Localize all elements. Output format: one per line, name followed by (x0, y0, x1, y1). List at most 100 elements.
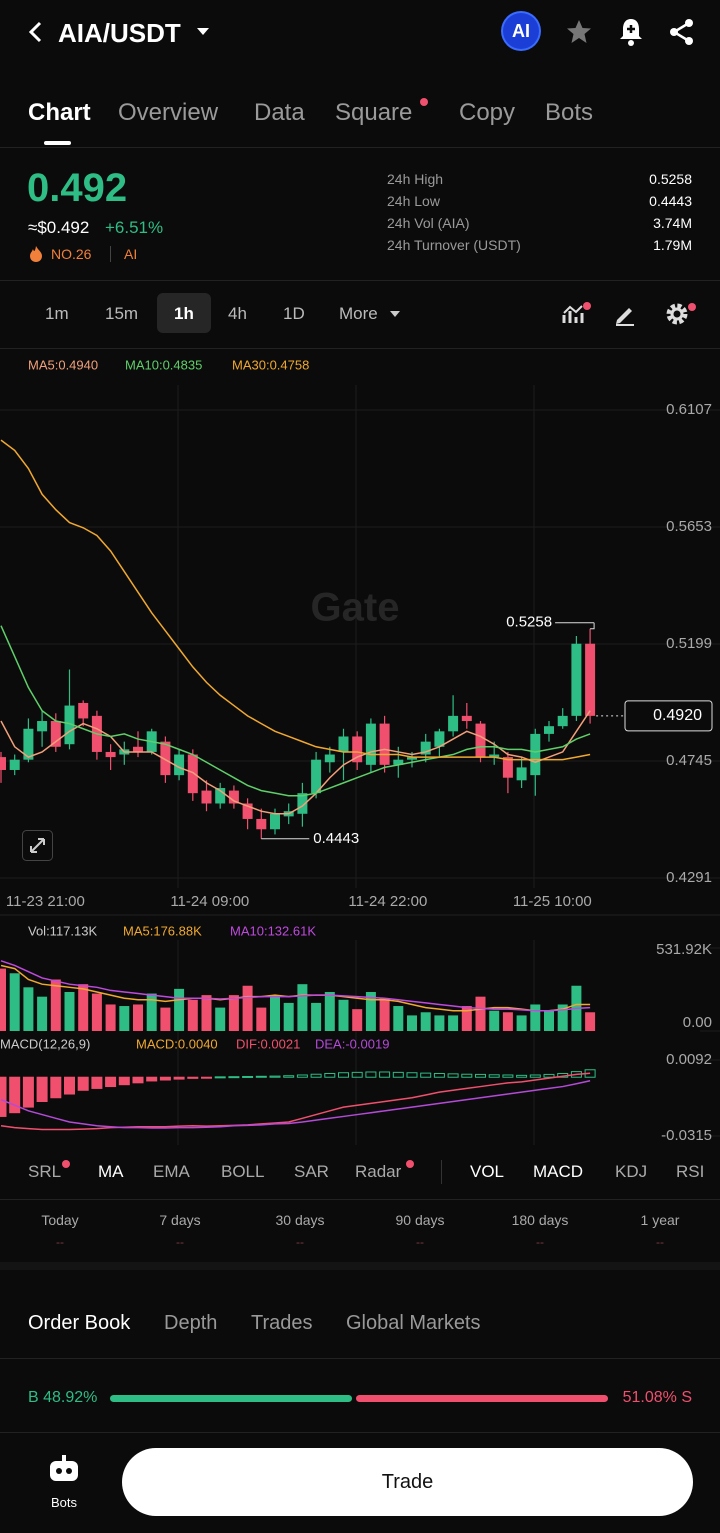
volume-bar (174, 988, 185, 1031)
volume-bar (324, 991, 335, 1031)
volume-title: Vol:117.13K (28, 923, 97, 938)
low-label: 0.4443 (313, 830, 359, 847)
indicator[interactable]: SRL (28, 1162, 62, 1181)
interval[interactable]: More (339, 304, 378, 323)
candle-body (64, 705, 75, 745)
candle-body (324, 754, 335, 763)
tab[interactable]: Copy (459, 99, 516, 126)
range-value: -- (56, 1235, 64, 1249)
volume-bar (461, 1006, 472, 1031)
ai-button[interactable]: AI (503, 13, 539, 49)
interval[interactable]: 1D (283, 304, 305, 323)
candle-body (420, 741, 431, 755)
pair-caret[interactable] (196, 26, 210, 38)
book-tab[interactable]: Order Book (28, 1312, 131, 1334)
x-tick-label: 11-23 21:00 (6, 893, 85, 910)
volume-bar (105, 1004, 116, 1031)
sell-ratio: 51.08% S (622, 1389, 692, 1406)
alert-icon[interactable] (617, 17, 645, 47)
macd-bar (351, 1071, 363, 1078)
candle-body (174, 754, 185, 776)
indicator[interactable]: RSI (676, 1162, 705, 1181)
macd-legend: DEA:-0.0019 (315, 1036, 389, 1051)
candle-body (489, 754, 500, 758)
interval[interactable]: 4h (228, 304, 247, 323)
tab[interactable]: Data (254, 99, 305, 126)
settings-icon[interactable] (665, 300, 699, 328)
interval[interactable]: 15m (105, 304, 139, 323)
macd-bar (214, 1076, 226, 1079)
macd-bar (543, 1073, 555, 1078)
high-label: 0.5258 (506, 614, 552, 631)
macd-bar (255, 1075, 267, 1078)
macd-line (0, 1072, 591, 1131)
macd-bar (36, 1076, 48, 1102)
expand-icon[interactable] (22, 830, 53, 861)
indicator[interactable]: KDJ (615, 1162, 648, 1181)
bots-icon[interactable] (48, 1454, 80, 1484)
candle-body (37, 721, 48, 732)
stat-value: 3.74M (653, 215, 692, 231)
tab[interactable]: Bots (545, 99, 594, 126)
book-tab[interactable]: Global Markets (346, 1312, 481, 1334)
share-icon[interactable] (668, 18, 696, 46)
tab[interactable]: Overview (118, 99, 219, 126)
macd-bar (118, 1076, 130, 1086)
ma-legend: MA30:0.4758 (232, 357, 309, 372)
x-tick-label: 11-24 22:00 (348, 893, 427, 910)
change: +6.51% (105, 218, 164, 237)
candle-body (50, 721, 61, 747)
more-caret[interactable] (389, 309, 401, 319)
range-value: -- (296, 1235, 304, 1249)
star-icon[interactable] (565, 18, 593, 46)
volume-bar (146, 993, 157, 1031)
indicator[interactable]: MA (98, 1162, 124, 1181)
macd-bar (132, 1076, 144, 1084)
sell-bar (355, 1395, 608, 1402)
tab[interactable]: Chart (28, 99, 91, 126)
pair[interactable]: AIA/USDT (58, 18, 181, 48)
draw-icon[interactable] (613, 302, 637, 326)
interval[interactable]: 1m (45, 304, 69, 323)
interval[interactable]: 1h (174, 304, 194, 323)
indicator[interactable]: Radar (355, 1162, 402, 1181)
y-tick-label: 0.0092 (666, 1051, 712, 1068)
candle-body (585, 643, 596, 716)
candle-body (160, 741, 171, 776)
book-tab[interactable]: Trades (251, 1312, 313, 1334)
candle-body (187, 754, 198, 794)
candle-body (448, 715, 459, 732)
indicator[interactable]: BOLL (221, 1162, 265, 1181)
indicator[interactable]: VOL (470, 1162, 505, 1181)
candle-body (0, 757, 6, 770)
indicator[interactable]: SAR (294, 1162, 329, 1181)
stat-value: 0.5258 (649, 171, 692, 187)
back-icon[interactable] (26, 20, 46, 44)
tab[interactable]: Square (335, 99, 413, 126)
macd-bar (379, 1071, 391, 1078)
volume-bar (37, 996, 48, 1031)
candle-body (297, 793, 308, 814)
volume-bar (242, 985, 253, 1031)
macd-bar (475, 1073, 486, 1078)
trade-button[interactable]: Trade (122, 1448, 693, 1516)
candle-body (530, 733, 541, 776)
volume-bar (215, 1007, 226, 1031)
current-box (624, 700, 713, 732)
candle-body (9, 759, 20, 770)
macd-bar (146, 1076, 158, 1082)
indicator-icon[interactable] (561, 301, 591, 327)
volume-ma-line (0, 964, 591, 1012)
macd-legend: DIF:0.0021 (236, 1036, 300, 1051)
volume-bar (78, 984, 89, 1031)
watermark: Gate (311, 586, 400, 630)
indicator[interactable]: MACD (533, 1162, 584, 1181)
macd-bar (324, 1072, 336, 1078)
macd-bar (201, 1076, 212, 1079)
indicator[interactable]: EMA (153, 1162, 190, 1181)
macd-bar (310, 1073, 322, 1078)
band (0, 1262, 720, 1270)
book-tab[interactable]: Depth (164, 1312, 218, 1334)
range-value: -- (656, 1235, 664, 1249)
bots-label[interactable]: Bots (50, 1495, 78, 1510)
